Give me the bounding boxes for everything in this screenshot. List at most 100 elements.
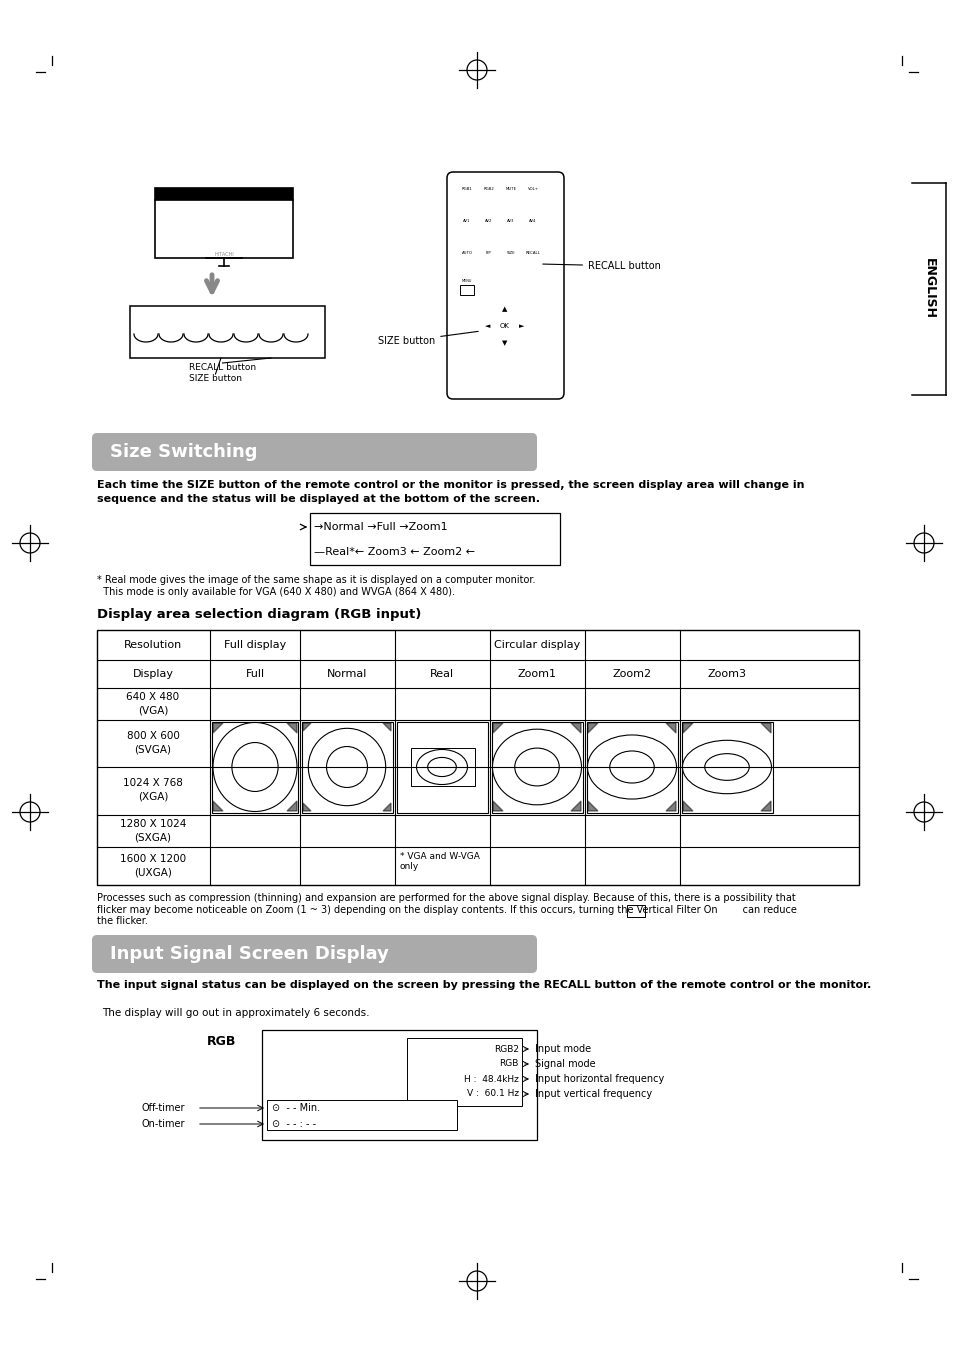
Text: Display: Display (132, 669, 173, 680)
Circle shape (188, 312, 204, 328)
Ellipse shape (232, 743, 278, 792)
Bar (212, 721, 297, 813)
Circle shape (481, 257, 496, 272)
Text: Zoom2: Zoom2 (612, 669, 651, 680)
Text: ▼: ▼ (502, 340, 507, 346)
Polygon shape (760, 801, 770, 811)
Ellipse shape (681, 740, 771, 793)
Text: Full display: Full display (224, 640, 286, 650)
Circle shape (494, 315, 516, 336)
Text: AV2: AV2 (485, 219, 493, 223)
Text: * Real mode gives the image of the same shape as it is displayed on a computer m: * Real mode gives the image of the same … (97, 576, 535, 597)
Text: →Normal →Full →Zoom1: →Normal →Full →Zoom1 (314, 521, 447, 532)
Bar (407, 1038, 521, 1106)
Text: The input signal status can be displayed on the screen by pressing the RECALL bu: The input signal status can be displayed… (97, 979, 870, 990)
Text: AUTO: AUTO (461, 251, 472, 255)
Text: Full: Full (245, 669, 264, 680)
Bar (396, 721, 488, 813)
Text: MUTE: MUTE (505, 188, 516, 192)
Polygon shape (493, 801, 502, 811)
Polygon shape (382, 802, 391, 811)
Circle shape (459, 226, 474, 239)
Text: The display will go out in approximately 6 seconds.: The display will go out in approximately… (102, 1008, 369, 1019)
Text: * VGA and W-VGA
only: * VGA and W-VGA only (399, 852, 479, 871)
Text: Signal mode: Signal mode (535, 1059, 595, 1069)
Ellipse shape (492, 730, 581, 805)
Text: SIZE button: SIZE button (377, 331, 477, 346)
Text: —Real*← Zoom3 ← Zoom2 ←: —Real*← Zoom3 ← Zoom2 ← (314, 547, 475, 557)
Polygon shape (587, 723, 598, 734)
Text: Resolution: Resolution (124, 640, 182, 650)
Circle shape (525, 193, 539, 207)
Polygon shape (493, 723, 502, 734)
Polygon shape (213, 723, 223, 734)
FancyBboxPatch shape (91, 434, 537, 471)
Bar (154, 200, 293, 258)
Text: Input vertical frequency: Input vertical frequency (535, 1089, 652, 1098)
Circle shape (471, 357, 484, 370)
Circle shape (459, 193, 474, 207)
Polygon shape (587, 801, 598, 811)
Text: 640 X 480
(VGA): 640 X 480 (VGA) (127, 693, 179, 716)
Polygon shape (382, 723, 391, 731)
Text: RGB2: RGB2 (494, 1044, 518, 1054)
Text: AV1: AV1 (463, 219, 470, 223)
Bar (130, 305, 325, 358)
Bar (626, 905, 644, 917)
Ellipse shape (704, 754, 748, 781)
Text: Size Switching: Size Switching (110, 443, 257, 461)
FancyBboxPatch shape (447, 172, 563, 399)
Text: H :  48.4kHz: H : 48.4kHz (464, 1074, 518, 1084)
Text: RECALL button: RECALL button (189, 363, 255, 372)
Polygon shape (682, 723, 692, 734)
Bar (267, 1100, 456, 1129)
Text: ▲: ▲ (502, 305, 507, 312)
Circle shape (493, 357, 506, 370)
Circle shape (138, 312, 153, 328)
Polygon shape (213, 801, 223, 811)
Text: Input Signal Screen Display: Input Signal Screen Display (110, 944, 389, 963)
Circle shape (493, 378, 506, 392)
Polygon shape (303, 802, 311, 811)
Circle shape (525, 257, 539, 272)
Ellipse shape (308, 728, 385, 805)
Bar (492, 721, 582, 813)
Text: VOL+: VOL+ (527, 188, 537, 192)
Circle shape (503, 226, 517, 239)
Text: SIZE button: SIZE button (189, 374, 242, 382)
Text: SIZE: SIZE (506, 251, 515, 255)
Text: RECALL: RECALL (525, 251, 539, 255)
Text: Processes such as compression (thinning) and expansion are performed for the abo: Processes such as compression (thinning)… (97, 893, 796, 927)
Circle shape (263, 312, 278, 328)
Text: RGB: RGB (207, 1035, 236, 1048)
Text: 1600 X 1200
(UXGA): 1600 X 1200 (UXGA) (120, 854, 186, 878)
Polygon shape (760, 723, 770, 734)
Bar (262, 1029, 537, 1140)
Bar (302, 721, 393, 813)
Ellipse shape (213, 723, 296, 812)
Text: Circular display: Circular display (494, 640, 579, 650)
Text: 1280 X 1024
(SXGA): 1280 X 1024 (SXGA) (120, 820, 186, 843)
Text: ⊙  - - Min.: ⊙ - - Min. (272, 1102, 320, 1113)
Ellipse shape (427, 758, 456, 777)
Bar (411, 748, 475, 786)
Text: On-timer: On-timer (142, 1119, 185, 1129)
Polygon shape (287, 723, 296, 734)
Circle shape (213, 312, 229, 328)
Polygon shape (571, 723, 580, 734)
Text: RECALL button: RECALL button (542, 261, 660, 272)
Text: ENGLISH: ENGLISH (922, 258, 935, 319)
Ellipse shape (609, 751, 654, 784)
Text: Off-timer: Off-timer (142, 1102, 185, 1113)
Circle shape (237, 312, 253, 328)
Ellipse shape (326, 747, 367, 788)
Text: RGB1: RGB1 (461, 188, 472, 192)
Text: Zoom1: Zoom1 (517, 669, 556, 680)
Text: Each time the SIZE button of the remote control or the monitor is pressed, the s: Each time the SIZE button of the remote … (97, 480, 803, 504)
Ellipse shape (515, 748, 558, 786)
Circle shape (503, 257, 517, 272)
Circle shape (503, 193, 517, 207)
Text: ⊙  - - : - -: ⊙ - - : - - (272, 1119, 315, 1129)
Ellipse shape (416, 750, 467, 785)
Text: RGB: RGB (499, 1059, 518, 1069)
